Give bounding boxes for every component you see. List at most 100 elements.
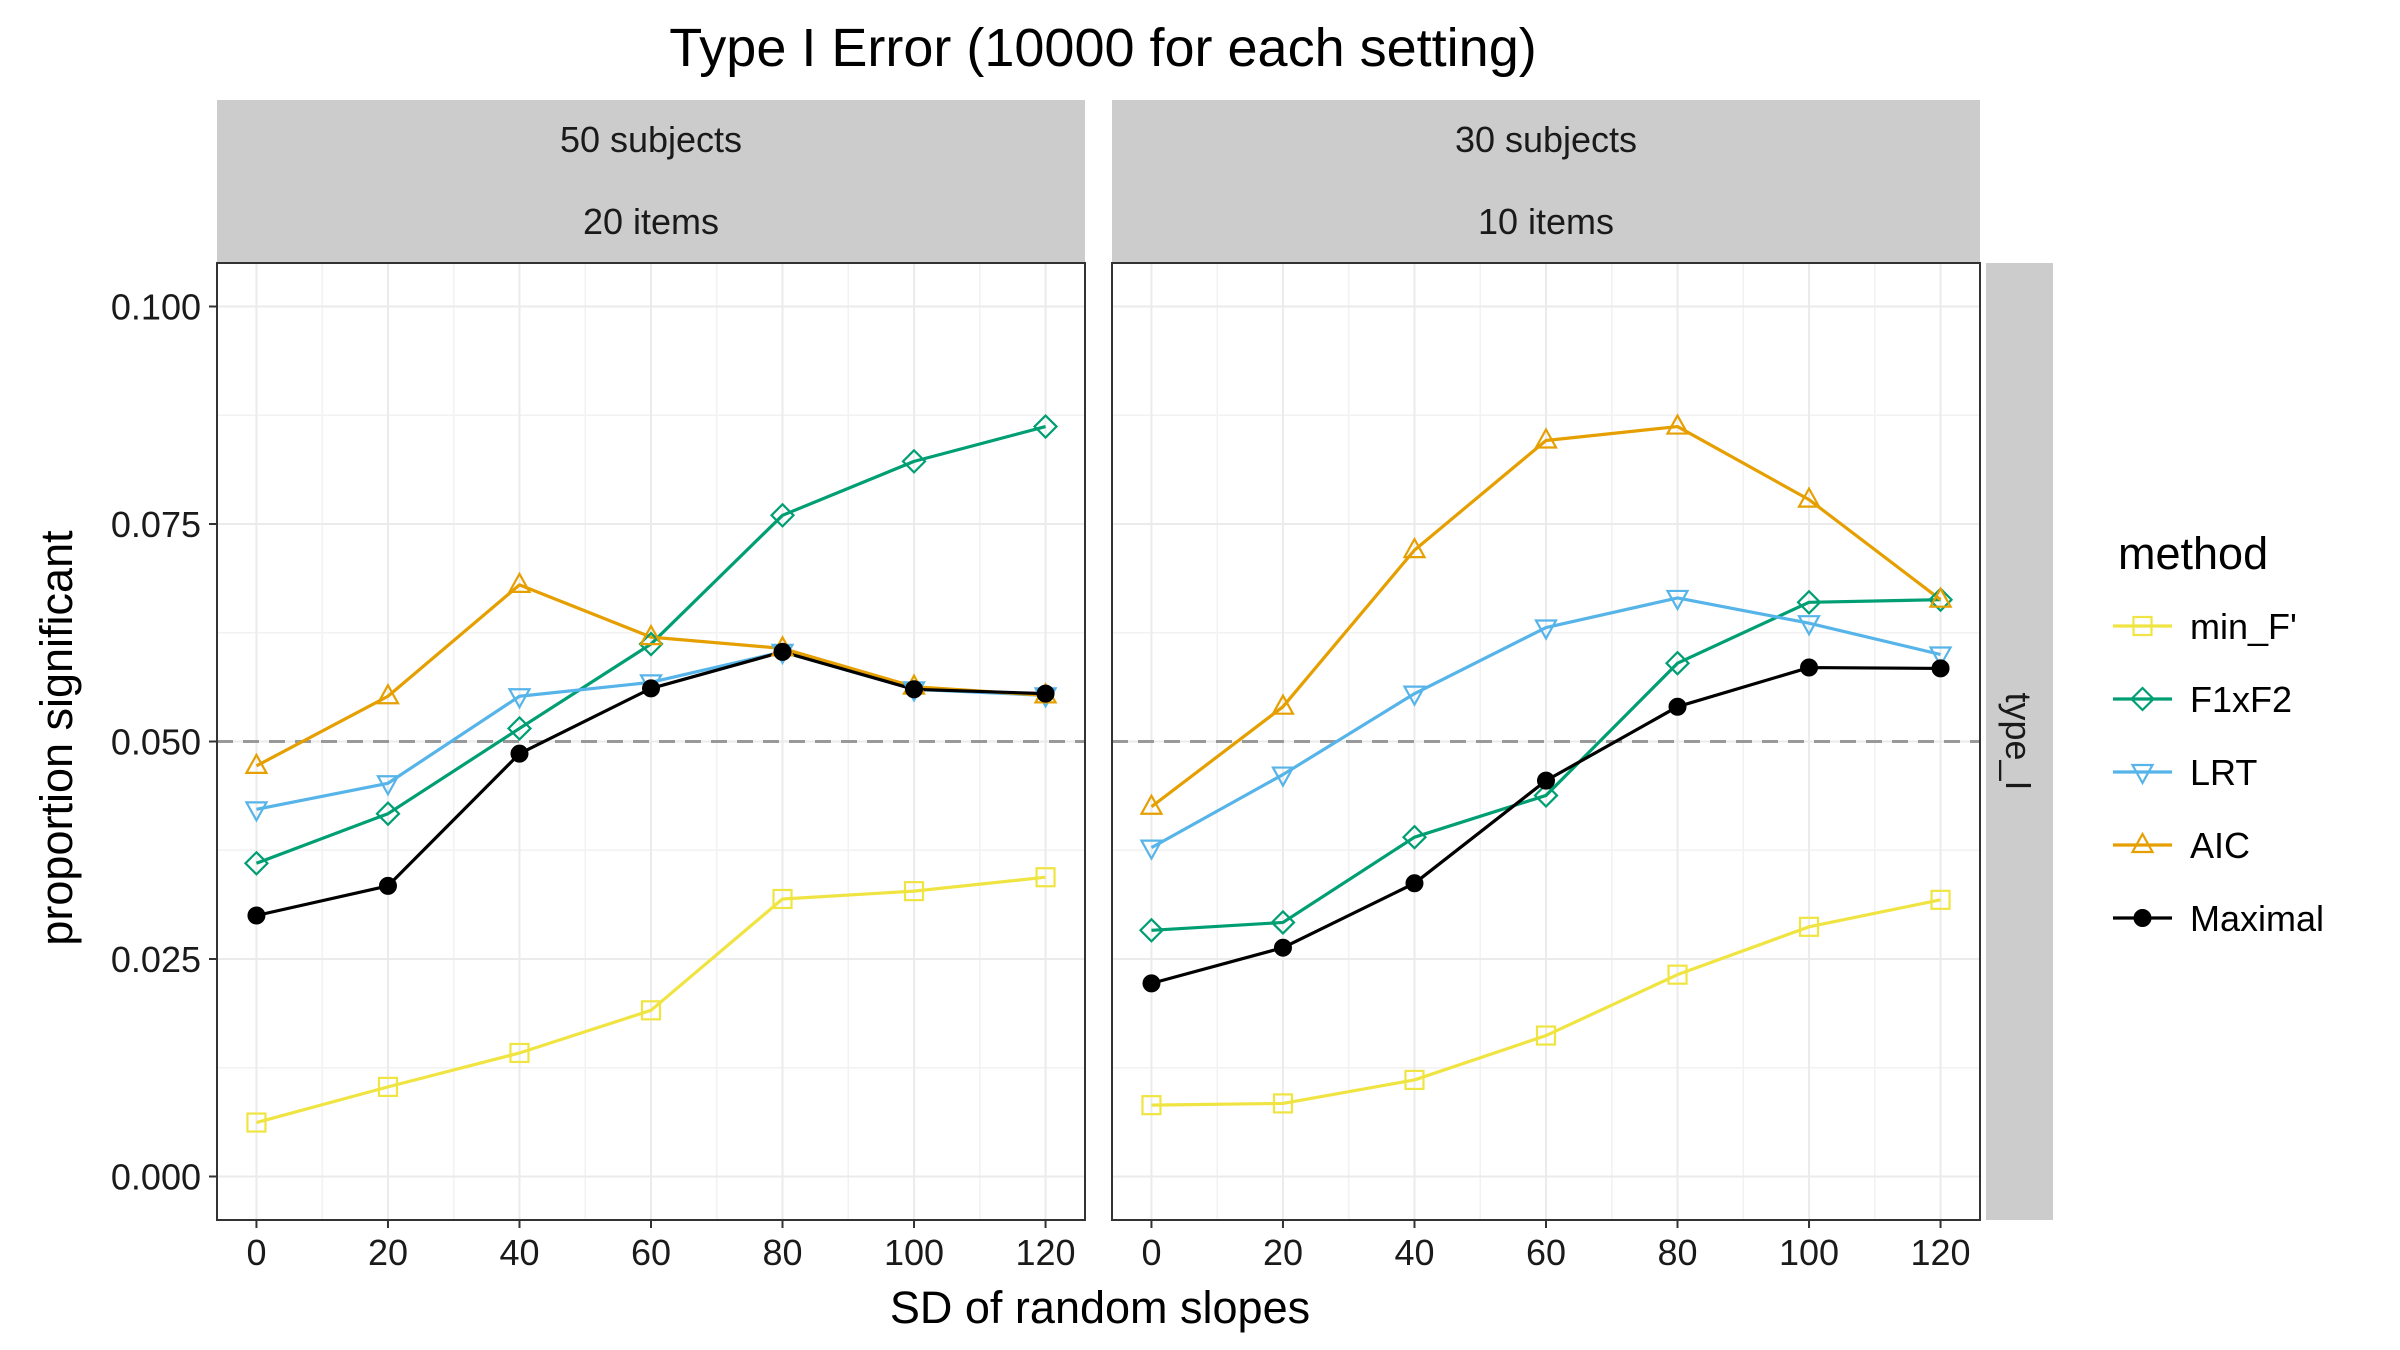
data-point-min-f xyxy=(1667,964,1688,985)
series-line-lrt xyxy=(1150,596,1941,850)
legend-label: F1xF2 xyxy=(2190,679,2292,720)
data-point-maximal xyxy=(510,744,529,763)
data-point-min-f xyxy=(246,1112,267,1133)
data-point-min-f xyxy=(509,1042,530,1064)
data-point-maximal xyxy=(247,906,266,925)
data-point-f1xf2 xyxy=(1270,909,1296,936)
legend-title: method xyxy=(2118,528,2268,579)
data-point-aic xyxy=(639,623,663,646)
data-point-lrt xyxy=(507,688,532,710)
y-tick-label: 0.050 xyxy=(111,722,201,763)
legend-key-marker xyxy=(2130,763,2155,786)
data-point-min-f xyxy=(772,888,793,910)
x-tick-label: 40 xyxy=(499,1232,539,1273)
x-tick-label: 120 xyxy=(1911,1232,1971,1273)
data-point-min-f xyxy=(903,881,925,902)
x-tick-label: 20 xyxy=(368,1232,408,1273)
data-point-f1xf2 xyxy=(1533,782,1559,808)
data-point-maximal xyxy=(1668,697,1687,716)
legend-entry-f1xf2: F1xF2 xyxy=(2113,679,2292,720)
facet-strip-label-line1: 30 subjects xyxy=(1455,119,1637,160)
data-point-f1xf2 xyxy=(1401,824,1428,850)
series-line-f1xf2 xyxy=(1151,598,1941,932)
data-point-maximal xyxy=(1273,938,1292,957)
x-tick-label: 120 xyxy=(1016,1232,1076,1273)
x-tick-label: 40 xyxy=(1394,1232,1434,1273)
facet-panel-1: 50 subjects 20 items 0 20 40 60 80 100 120 xyxy=(216,100,1086,1273)
facet-panel-2: 30 subjects 10 items 0 20 40 60 80 100 120 xyxy=(1111,100,1981,1273)
x-tick-label: 0 xyxy=(1141,1232,1161,1273)
legend-label: Maximal xyxy=(2190,898,2324,939)
data-point-min-f xyxy=(1035,867,1056,888)
legend-entry-maximal: Maximal xyxy=(2113,898,2324,939)
legend-label: AIC xyxy=(2190,825,2250,866)
x-tick-label: 80 xyxy=(1657,1232,1697,1273)
x-tick-label: 60 xyxy=(1526,1232,1566,1273)
data-point-min-f xyxy=(640,1000,662,1021)
data-point-maximal xyxy=(1036,684,1055,703)
x-tick-label: 20 xyxy=(1263,1232,1303,1273)
y-tick-label: 0.000 xyxy=(111,1157,201,1198)
legend-key-marker xyxy=(2132,615,2153,637)
legend-entry-min-f: min_F' xyxy=(2113,606,2297,647)
y-axis-title: proportion significant xyxy=(31,530,82,946)
chart-title: Type I Error (10000 for each setting) xyxy=(669,18,1536,78)
data-point-aic xyxy=(376,682,400,705)
data-point-maximal xyxy=(1142,974,1161,993)
data-point-lrt xyxy=(1271,766,1295,788)
data-point-f1xf2 xyxy=(375,801,401,827)
data-point-maximal xyxy=(378,876,397,895)
legend-label: LRT xyxy=(2190,752,2257,793)
facet-strip-label-line2: 10 items xyxy=(1478,201,1614,242)
facet-row-strip: type_I xyxy=(1986,263,2053,1220)
data-point-f1xf2 xyxy=(769,502,796,528)
legend-entry-aic: AIC xyxy=(2113,825,2250,866)
legend-entry-lrt: LRT xyxy=(2113,752,2257,793)
facet-row-strip-background xyxy=(1986,263,2053,1220)
facet-row-strip-label: type_I xyxy=(1998,692,2039,790)
data-point-f1xf2 xyxy=(243,850,270,876)
series-line-aic xyxy=(1150,424,1942,809)
data-point-maximal xyxy=(773,642,792,661)
facet-strip-label-line2: 20 items xyxy=(583,201,719,242)
data-point-aic xyxy=(244,752,269,774)
y-tick-label: 0.025 xyxy=(111,939,201,980)
x-tick-label: 0 xyxy=(246,1232,266,1273)
data-point-lrt xyxy=(376,775,400,797)
data-point-lrt xyxy=(244,801,269,823)
data-point-aic xyxy=(507,571,532,594)
data-point-min-f xyxy=(1930,889,1951,910)
data-point-lrt xyxy=(1665,589,1690,612)
data-point-f1xf2 xyxy=(1032,414,1059,440)
legend-key-marker xyxy=(2130,831,2155,854)
data-point-maximal xyxy=(905,680,924,699)
data-point-min-f xyxy=(1535,1025,1557,1046)
series-line-min-f xyxy=(256,875,1046,1125)
data-point-f1xf2 xyxy=(1796,589,1822,615)
data-point-f1xf2 xyxy=(1927,587,1954,613)
data-point-min-f xyxy=(377,1076,399,1097)
data-point-aic xyxy=(1665,413,1690,435)
data-point-min-f xyxy=(1141,1095,1162,1116)
x-tick-label: 80 xyxy=(762,1232,802,1273)
data-point-lrt xyxy=(1534,619,1558,641)
data-point-f1xf2 xyxy=(901,448,927,474)
data-point-aic xyxy=(1534,427,1558,449)
legend-label: min_F' xyxy=(2190,606,2297,647)
y-tick-label: 0.100 xyxy=(111,287,201,328)
data-point-aic xyxy=(1271,693,1295,715)
data-point-f1xf2 xyxy=(1664,650,1691,676)
legend-key-marker xyxy=(2133,909,2152,927)
data-point-f1xf2 xyxy=(1138,917,1165,943)
data-point-aic xyxy=(1928,586,1953,608)
data-point-lrt xyxy=(1139,839,1164,861)
data-point-min-f xyxy=(1798,916,1820,937)
data-point-maximal xyxy=(1537,771,1555,790)
series-line-min-f xyxy=(1151,898,1941,1107)
data-point-min-f xyxy=(1272,1093,1294,1114)
data-point-f1xf2 xyxy=(506,715,533,742)
facet-strip xyxy=(217,100,1085,263)
